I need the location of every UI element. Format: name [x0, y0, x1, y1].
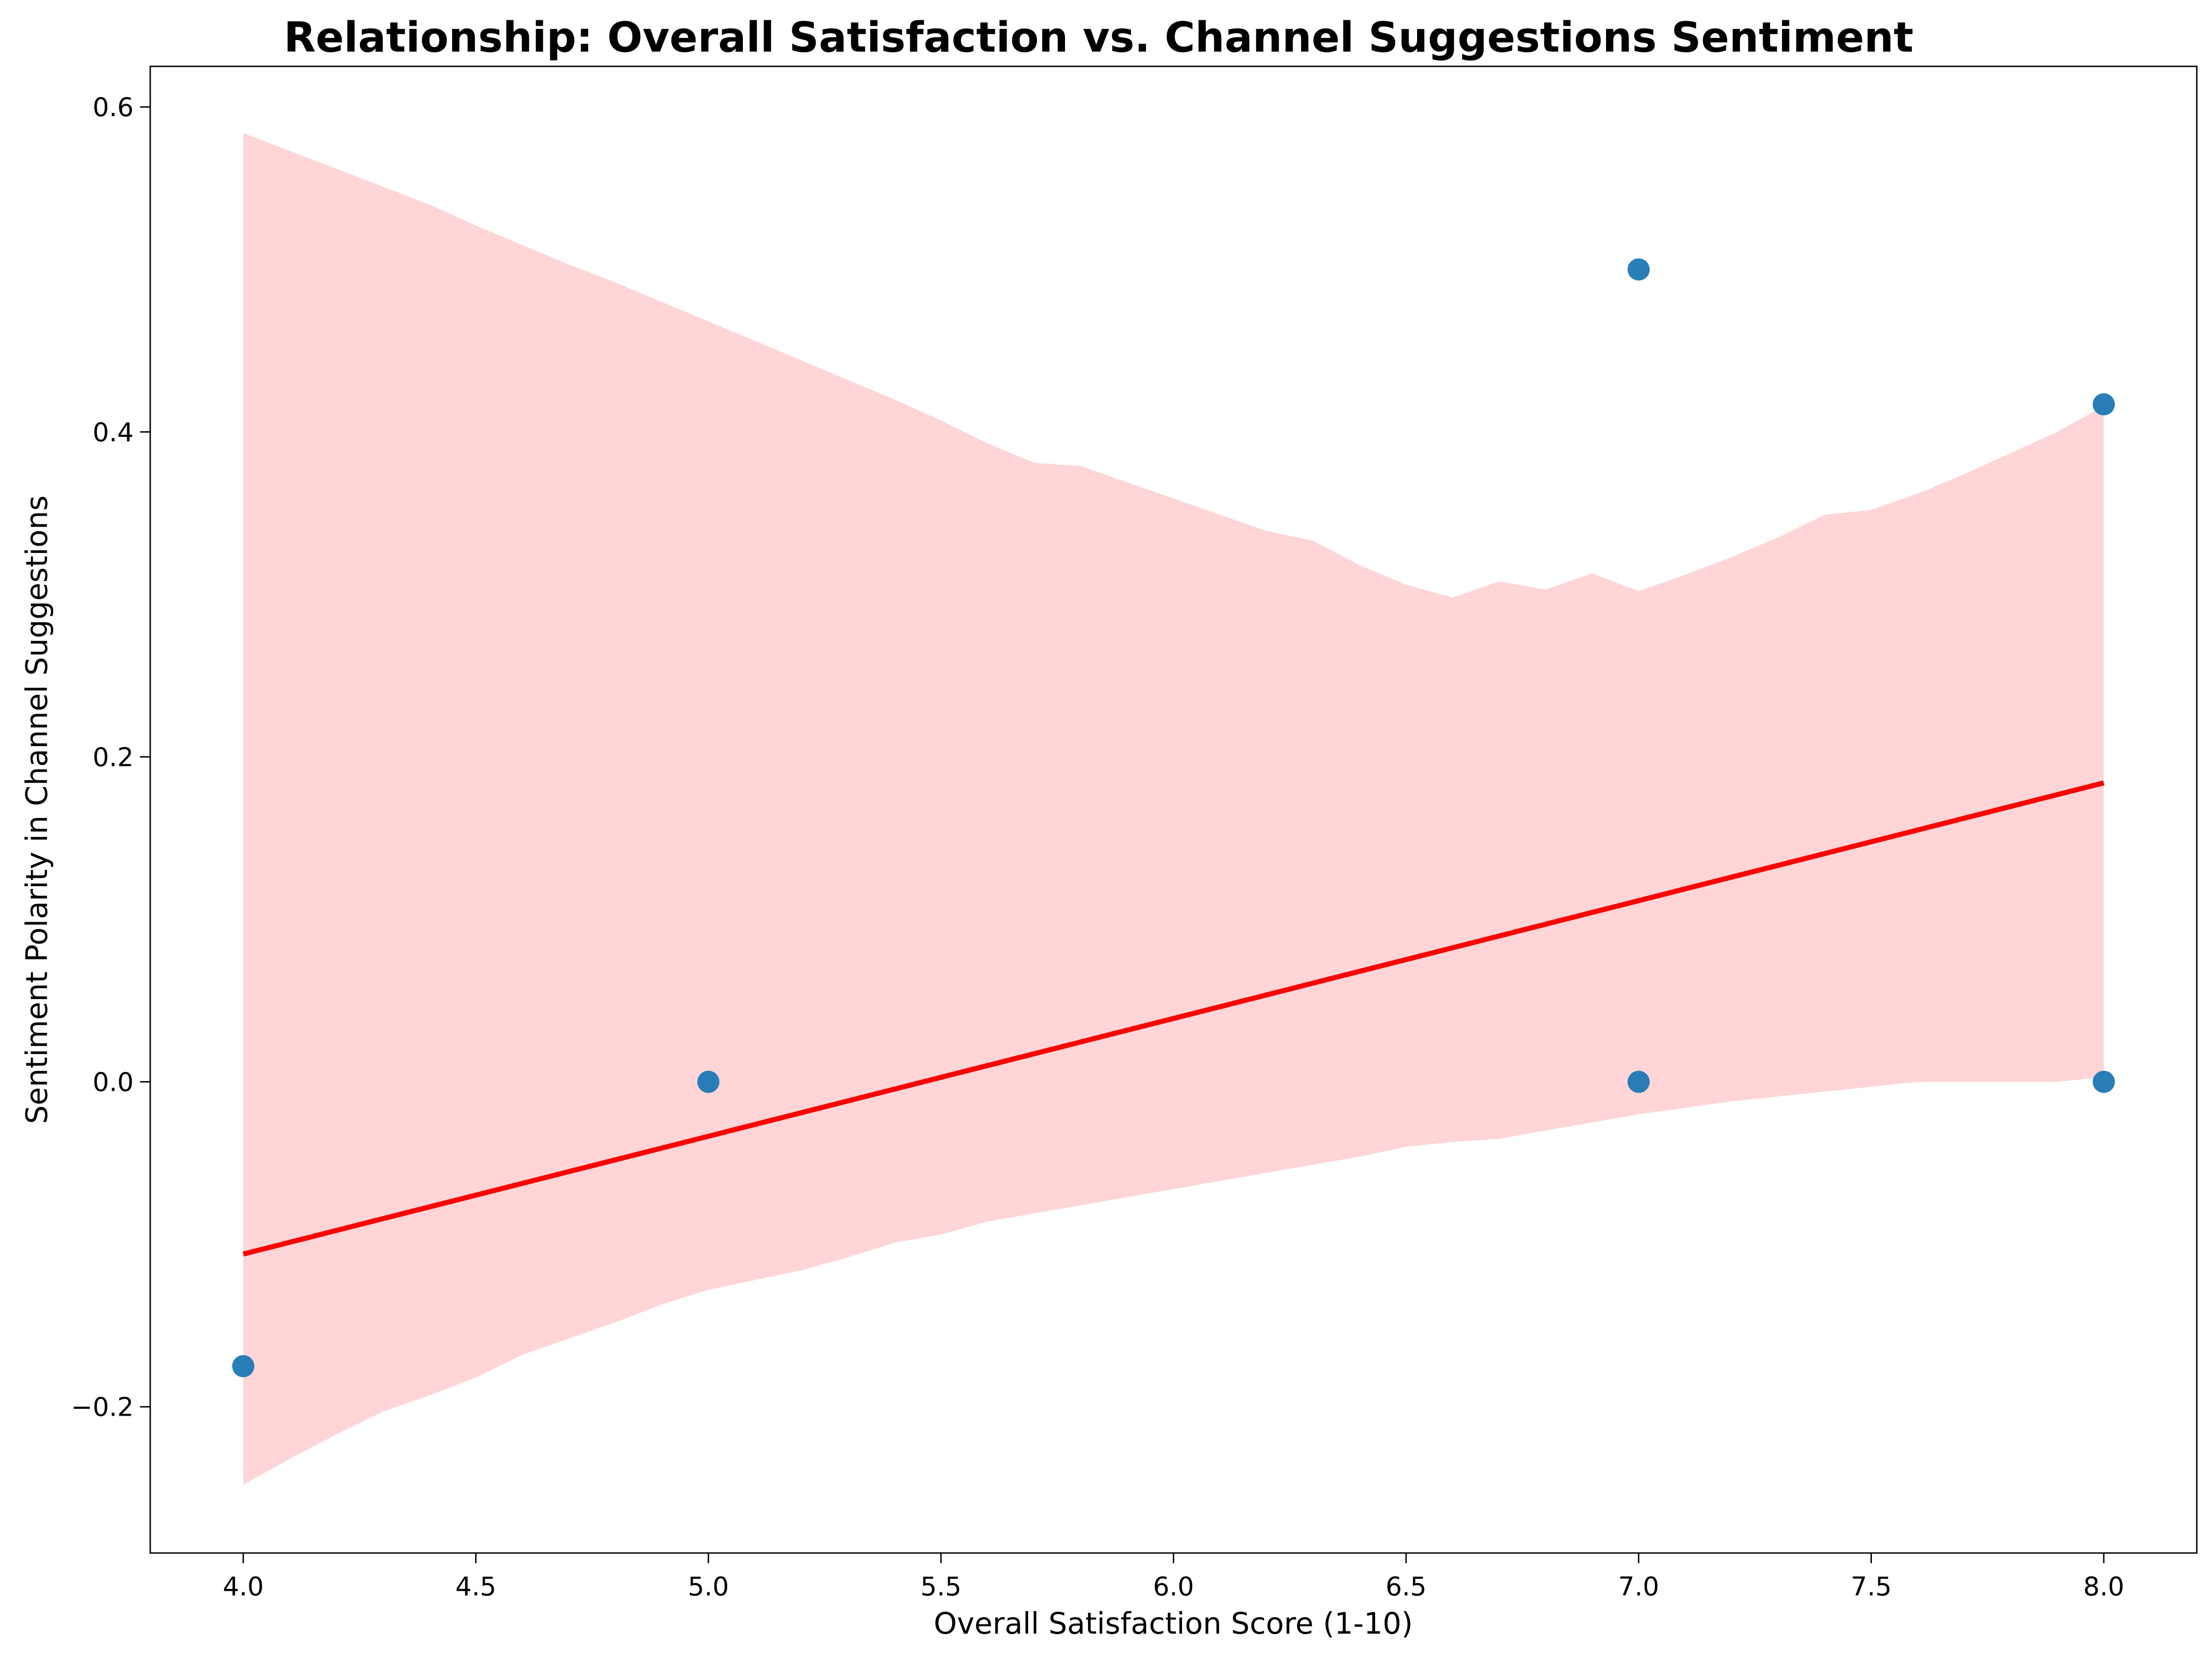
x-axis-ticks: 4.0 4.5 5.0 5.5 6.0 6.5 7.0 7.5 8.0	[223, 1553, 2124, 1602]
x-tick-label: 7.5	[1851, 1572, 1892, 1602]
x-tick-label: 5.0	[688, 1572, 729, 1602]
x-tick-label: 5.5	[920, 1572, 961, 1602]
x-tick-label: 6.0	[1153, 1572, 1194, 1602]
x-tick-label: 4.0	[223, 1572, 264, 1602]
y-axis-label: Sentiment Polarity in Channel Suggestion…	[20, 495, 54, 1124]
confidence-band	[243, 133, 2104, 1485]
y-tick-label: −0.2	[71, 1393, 134, 1423]
data-point	[1627, 1071, 1650, 1093]
data-point	[1627, 258, 1650, 281]
y-tick-label: 0.0	[93, 1068, 134, 1098]
x-tick-label: 4.5	[455, 1572, 496, 1602]
x-tick-label: 6.5	[1386, 1572, 1427, 1602]
regression-line	[242, 780, 2105, 1257]
scatter-points	[232, 258, 2115, 1377]
data-point	[232, 1355, 254, 1377]
y-axis-ticks: −0.2 0.0 0.2 0.4 0.6	[71, 93, 150, 1423]
y-tick-label: 0.2	[93, 742, 134, 772]
x-tick-label: 7.0	[1618, 1572, 1659, 1602]
data-point	[2093, 1071, 2115, 1093]
data-point	[2093, 393, 2115, 416]
x-axis-label: Overall Satisfaction Score (1-10)	[934, 1607, 1413, 1641]
x-tick-label: 8.0	[2083, 1572, 2124, 1602]
y-tick-label: 0.4	[93, 418, 134, 447]
plot-area	[149, 65, 2198, 1554]
y-tick-label: 0.6	[93, 93, 134, 123]
chart-title: Relationship: Overall Satisfaction vs. C…	[284, 13, 1913, 62]
data-point	[697, 1071, 720, 1093]
